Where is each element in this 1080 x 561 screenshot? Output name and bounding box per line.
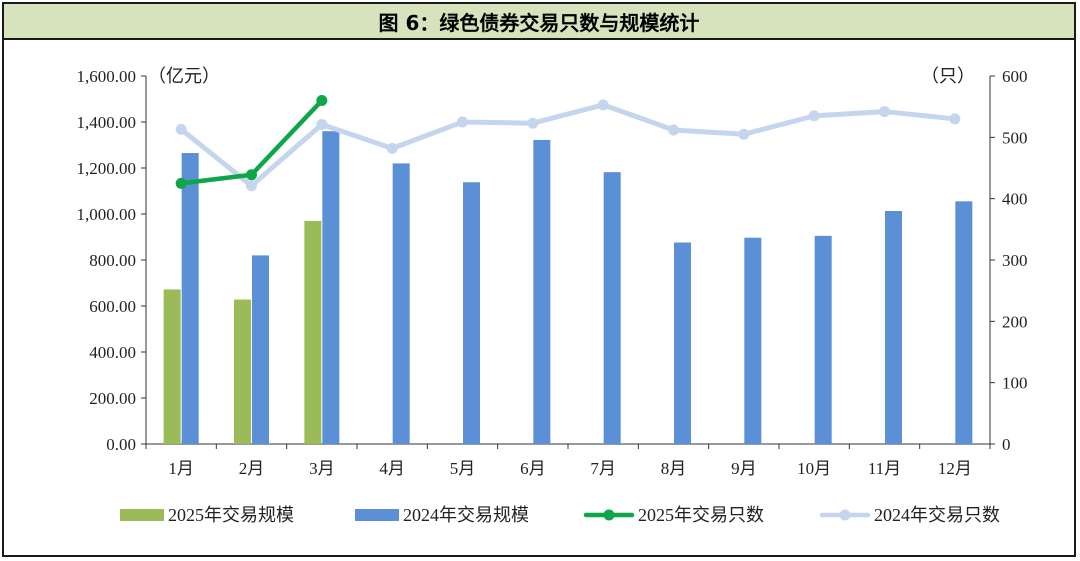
point-series-2025 [316, 95, 328, 107]
bar-series-2024 [181, 153, 199, 445]
left-axis-tick-label: 600.00 [89, 297, 136, 316]
bar-series-2024 [674, 242, 691, 444]
left-axis-unit-label: （亿元） [148, 66, 220, 87]
bar-series-2024 [744, 237, 762, 444]
right-axis-tick-label: 200 [1002, 312, 1028, 331]
legend-label: 2024年交易规模 [403, 505, 529, 525]
x-axis-tick-label: 9月 [731, 459, 757, 478]
bar-series-2024 [955, 201, 973, 444]
x-axis-tick-label: 5月 [450, 459, 476, 478]
left-axis-tick-label: 800.00 [89, 251, 136, 270]
x-axis-tick-label: 4月 [379, 459, 405, 478]
line-series-2024 [178, 102, 958, 189]
bar-series-2024 [252, 255, 269, 444]
x-axis-tick-label: 10月 [797, 459, 831, 478]
point-series-2024 [597, 99, 609, 111]
bar-series-2025 [234, 299, 251, 444]
point-series-2024 [175, 123, 187, 135]
x-axis-tick-label: 2月 [239, 459, 265, 478]
point-series-2025 [246, 169, 257, 181]
left-axis-tick-label: 400.00 [89, 343, 136, 362]
chart-title: 图 6：绿色债券交易只数与规模统计 [4, 4, 1074, 40]
left-axis-tick-label: 200.00 [89, 389, 136, 408]
point-series-2024 [527, 117, 539, 129]
point-series-2024 [457, 116, 468, 128]
right-axis-unit-label: （只） [921, 66, 975, 87]
legend-label: 2025年交易规模 [168, 505, 294, 525]
legend-marker [603, 509, 615, 521]
bar-series-2024 [533, 139, 551, 444]
x-axis-tick-label: 1月 [168, 459, 194, 478]
bar-series-2024 [322, 131, 340, 444]
right-axis-tick-label: 400 [1002, 190, 1028, 209]
right-axis-tick-label: 100 [1002, 374, 1028, 393]
bar-series-2024 [814, 235, 832, 444]
x-axis-tick-label: 3月 [309, 459, 335, 478]
x-axis-tick-label: 11月 [868, 459, 901, 478]
point-series-2024 [738, 128, 750, 140]
point-series-2025 [175, 177, 187, 189]
point-series-2024 [316, 118, 328, 130]
legend-swatch [355, 509, 399, 521]
x-axis-tick-label: 8月 [661, 459, 687, 478]
bar-series-2024 [603, 172, 621, 444]
x-axis-tick-label: 12月 [938, 459, 972, 478]
bar-series-2024 [885, 211, 902, 444]
bar-series-2025 [304, 220, 322, 444]
bar-series-2025 [163, 289, 181, 444]
left-axis-tick-label: 1,000.00 [77, 205, 137, 224]
left-axis-tick-label: 0.00 [106, 435, 136, 454]
legend-marker [839, 509, 851, 521]
point-series-2024 [246, 180, 257, 192]
x-axis-tick-label: 7月 [590, 459, 616, 478]
right-axis-tick-label: 500 [1002, 128, 1028, 147]
right-axis-tick-label: 0 [1002, 435, 1011, 454]
left-axis-tick-label: 1,400.00 [77, 113, 137, 132]
legend-label: 2024年交易只数 [874, 505, 1000, 525]
left-axis-tick-label: 1,600.00 [77, 67, 137, 86]
point-series-2024 [386, 142, 398, 154]
legend-label: 2025年交易只数 [638, 505, 764, 525]
point-series-2024 [949, 113, 961, 125]
point-series-2024 [808, 110, 820, 122]
bar-series-2024 [392, 163, 410, 444]
right-axis-tick-label: 600 [1002, 67, 1028, 86]
x-axis-tick-label: 6月 [520, 459, 546, 478]
left-axis-tick-label: 1,200.00 [77, 159, 137, 178]
bar-series-2024 [463, 182, 480, 444]
point-series-2024 [668, 124, 679, 136]
legend-swatch [120, 509, 164, 521]
point-series-2024 [879, 106, 890, 118]
right-axis-tick-label: 300 [1002, 251, 1028, 270]
